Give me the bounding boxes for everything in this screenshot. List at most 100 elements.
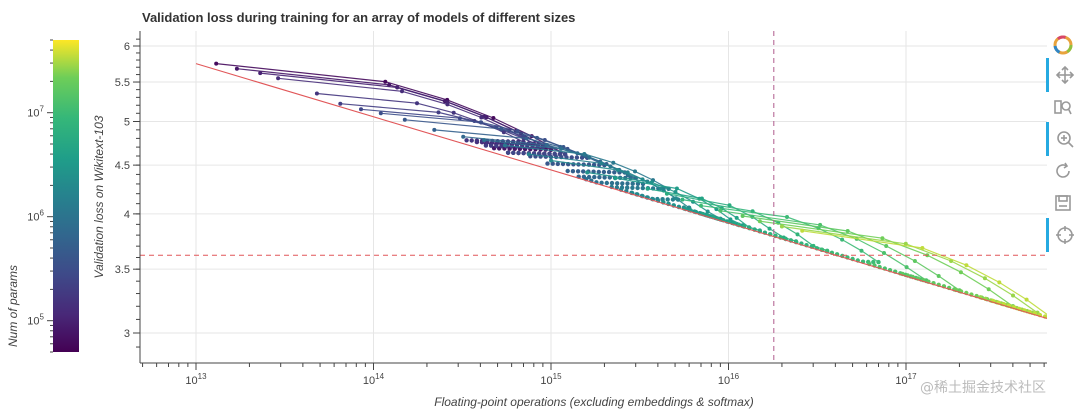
model-point [544,143,549,147]
model-point [664,191,669,196]
model-point [415,101,419,106]
model-line [781,225,1038,314]
model-point [550,161,555,166]
model-point [903,241,908,246]
model-point [620,181,625,186]
model-point [606,169,612,175]
model-line [700,205,879,263]
x-tick-label: 1017 [895,372,917,387]
x-tick-label: 1014 [363,372,385,387]
save-tool-icon[interactable] [1046,186,1080,220]
y-tick-label: 6 [124,41,130,53]
model-point [630,185,635,190]
model-point [674,186,679,191]
model-line [360,108,566,155]
model-point [658,186,663,191]
model-curve [482,138,646,187]
model-point [920,246,925,250]
model-point [818,222,823,227]
model-point [718,208,723,213]
model-point [645,186,650,191]
model-point [276,76,281,81]
model-point [612,170,617,175]
model-point [997,280,1002,285]
model-point [596,169,601,175]
model-point [483,143,489,148]
model-point [615,168,620,172]
axes: 1013 1014 1015 1016 1017 3 3.5 4 4.5 5 5.5 6 [115,31,1047,387]
y-tick-label: 3 [124,328,130,340]
model-point [432,127,437,132]
model-point [359,107,363,112]
y-tick-label: 5.5 [115,77,130,89]
model-point [579,155,585,160]
reference-lines [140,31,1047,363]
y-tick-label: 4 [124,209,130,221]
model-point [569,155,574,160]
model-point [599,180,604,185]
model-point [451,110,456,115]
model-point [387,82,392,87]
model-point [785,215,789,219]
model-point [699,203,703,208]
model-point [502,143,507,148]
y-tick-label: 4.5 [115,160,130,172]
toolbar [1046,28,1080,258]
x-tick-label: 1013 [185,372,207,387]
model-point [880,236,885,241]
model-point [779,224,784,229]
pan-tool-icon[interactable] [1046,58,1080,92]
model-point [613,176,618,181]
model-point [314,91,319,96]
model-point [757,219,762,224]
model-point [635,185,640,191]
reset-tool-icon[interactable] [1046,154,1080,188]
model-point [575,169,581,174]
model-point [524,136,529,141]
model-point [535,135,539,140]
model-point [570,169,576,174]
model-point [574,155,580,160]
model-point [461,134,466,139]
model-line [504,144,669,190]
model-point [488,143,494,148]
model-point [673,196,678,201]
model-point [958,270,963,275]
y-axis-label: Validation loss on Wikitext-103 [92,115,106,278]
colorbar-ticks: 105 106 107 [27,39,53,353]
model-point [565,168,570,174]
model-point [521,150,526,156]
model-point [234,66,239,71]
model-point [505,150,511,155]
model-point [649,180,654,185]
model-point [474,138,480,143]
model-point [871,259,876,265]
hover-tool-icon[interactable] [1046,218,1080,252]
model-point [615,181,620,186]
box-zoom-tool-icon[interactable] [1046,90,1080,124]
colorbar-label: Num of params [6,265,20,347]
model-point [494,143,499,149]
model-point [727,203,732,208]
bokeh-logo-icon[interactable] [1046,28,1080,62]
model-point [526,152,531,157]
model-point [378,111,383,116]
model-line [316,92,524,143]
model-point [445,102,450,107]
model-point [795,232,800,237]
model-point [499,143,504,149]
model-point [884,244,889,248]
x-tick-label: 1015 [540,372,562,387]
model-line [759,220,1014,307]
chart-title: Validation loss during training for an a… [142,10,575,25]
model-point [582,152,587,156]
model-point [904,265,909,270]
model-point [214,61,219,66]
model-line [742,215,960,291]
model-point [964,263,969,268]
plot-area [140,31,1047,363]
model-point [601,169,607,175]
model-point [338,101,343,106]
wheel-zoom-tool-icon[interactable] [1046,122,1080,156]
model-line [802,230,1047,316]
